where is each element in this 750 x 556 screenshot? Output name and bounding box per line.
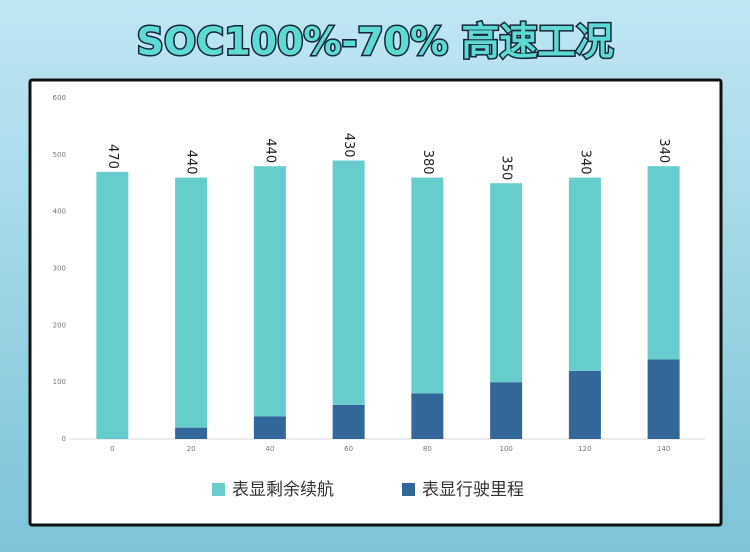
y-tick-label: 400: [53, 208, 66, 216]
legend-swatch: [402, 483, 415, 496]
x-tick-label: 20: [187, 445, 196, 453]
bar-segment: [253, 416, 286, 439]
y-tick-label: 200: [53, 321, 66, 329]
data-label: 440: [184, 150, 199, 175]
chart-panel: [28, 78, 723, 527]
x-tick-label: 100: [499, 445, 512, 453]
legend-label: 表显行驶里程: [422, 480, 524, 500]
bar-segment: [411, 393, 444, 439]
bar-segment: [332, 404, 365, 439]
x-tick-label: 60: [344, 445, 353, 453]
data-label: 470: [105, 144, 120, 169]
x-tick-label: 0: [110, 445, 114, 453]
data-label: 430: [341, 133, 356, 158]
bar-segment: [647, 166, 680, 360]
bar-segment: [647, 359, 680, 439]
data-label: 350: [499, 155, 514, 180]
data-label: 340: [577, 150, 592, 175]
x-tick-label: 40: [265, 445, 274, 453]
data-label: 440: [262, 138, 277, 163]
bar-segment: [175, 427, 208, 439]
y-tick-label: 300: [53, 265, 66, 273]
x-tick-label: 120: [578, 445, 591, 453]
legend-swatch: [212, 483, 225, 496]
bar-segment: [568, 177, 601, 371]
y-tick-label: 600: [53, 94, 66, 102]
data-label: 340: [656, 138, 671, 163]
bar-segment: [175, 177, 208, 428]
bar-segment: [490, 382, 523, 439]
bar-segment: [568, 370, 601, 439]
bar-segment: [490, 183, 523, 383]
bar-segment: [411, 177, 444, 394]
y-tick-label: 0: [62, 435, 66, 443]
data-label: 380: [420, 150, 435, 175]
y-tick-label: 500: [53, 151, 66, 159]
chart-title: SOC100%-70% 高速工况: [137, 20, 614, 64]
y-tick-label: 100: [53, 378, 66, 386]
x-tick-label: 140: [657, 445, 670, 453]
x-tick-label: 80: [423, 445, 432, 453]
bar-segment: [332, 160, 365, 405]
bar-segment: [96, 171, 129, 439]
legend-label: 表显剩余续航: [232, 480, 334, 500]
bar-segment: [253, 166, 286, 417]
